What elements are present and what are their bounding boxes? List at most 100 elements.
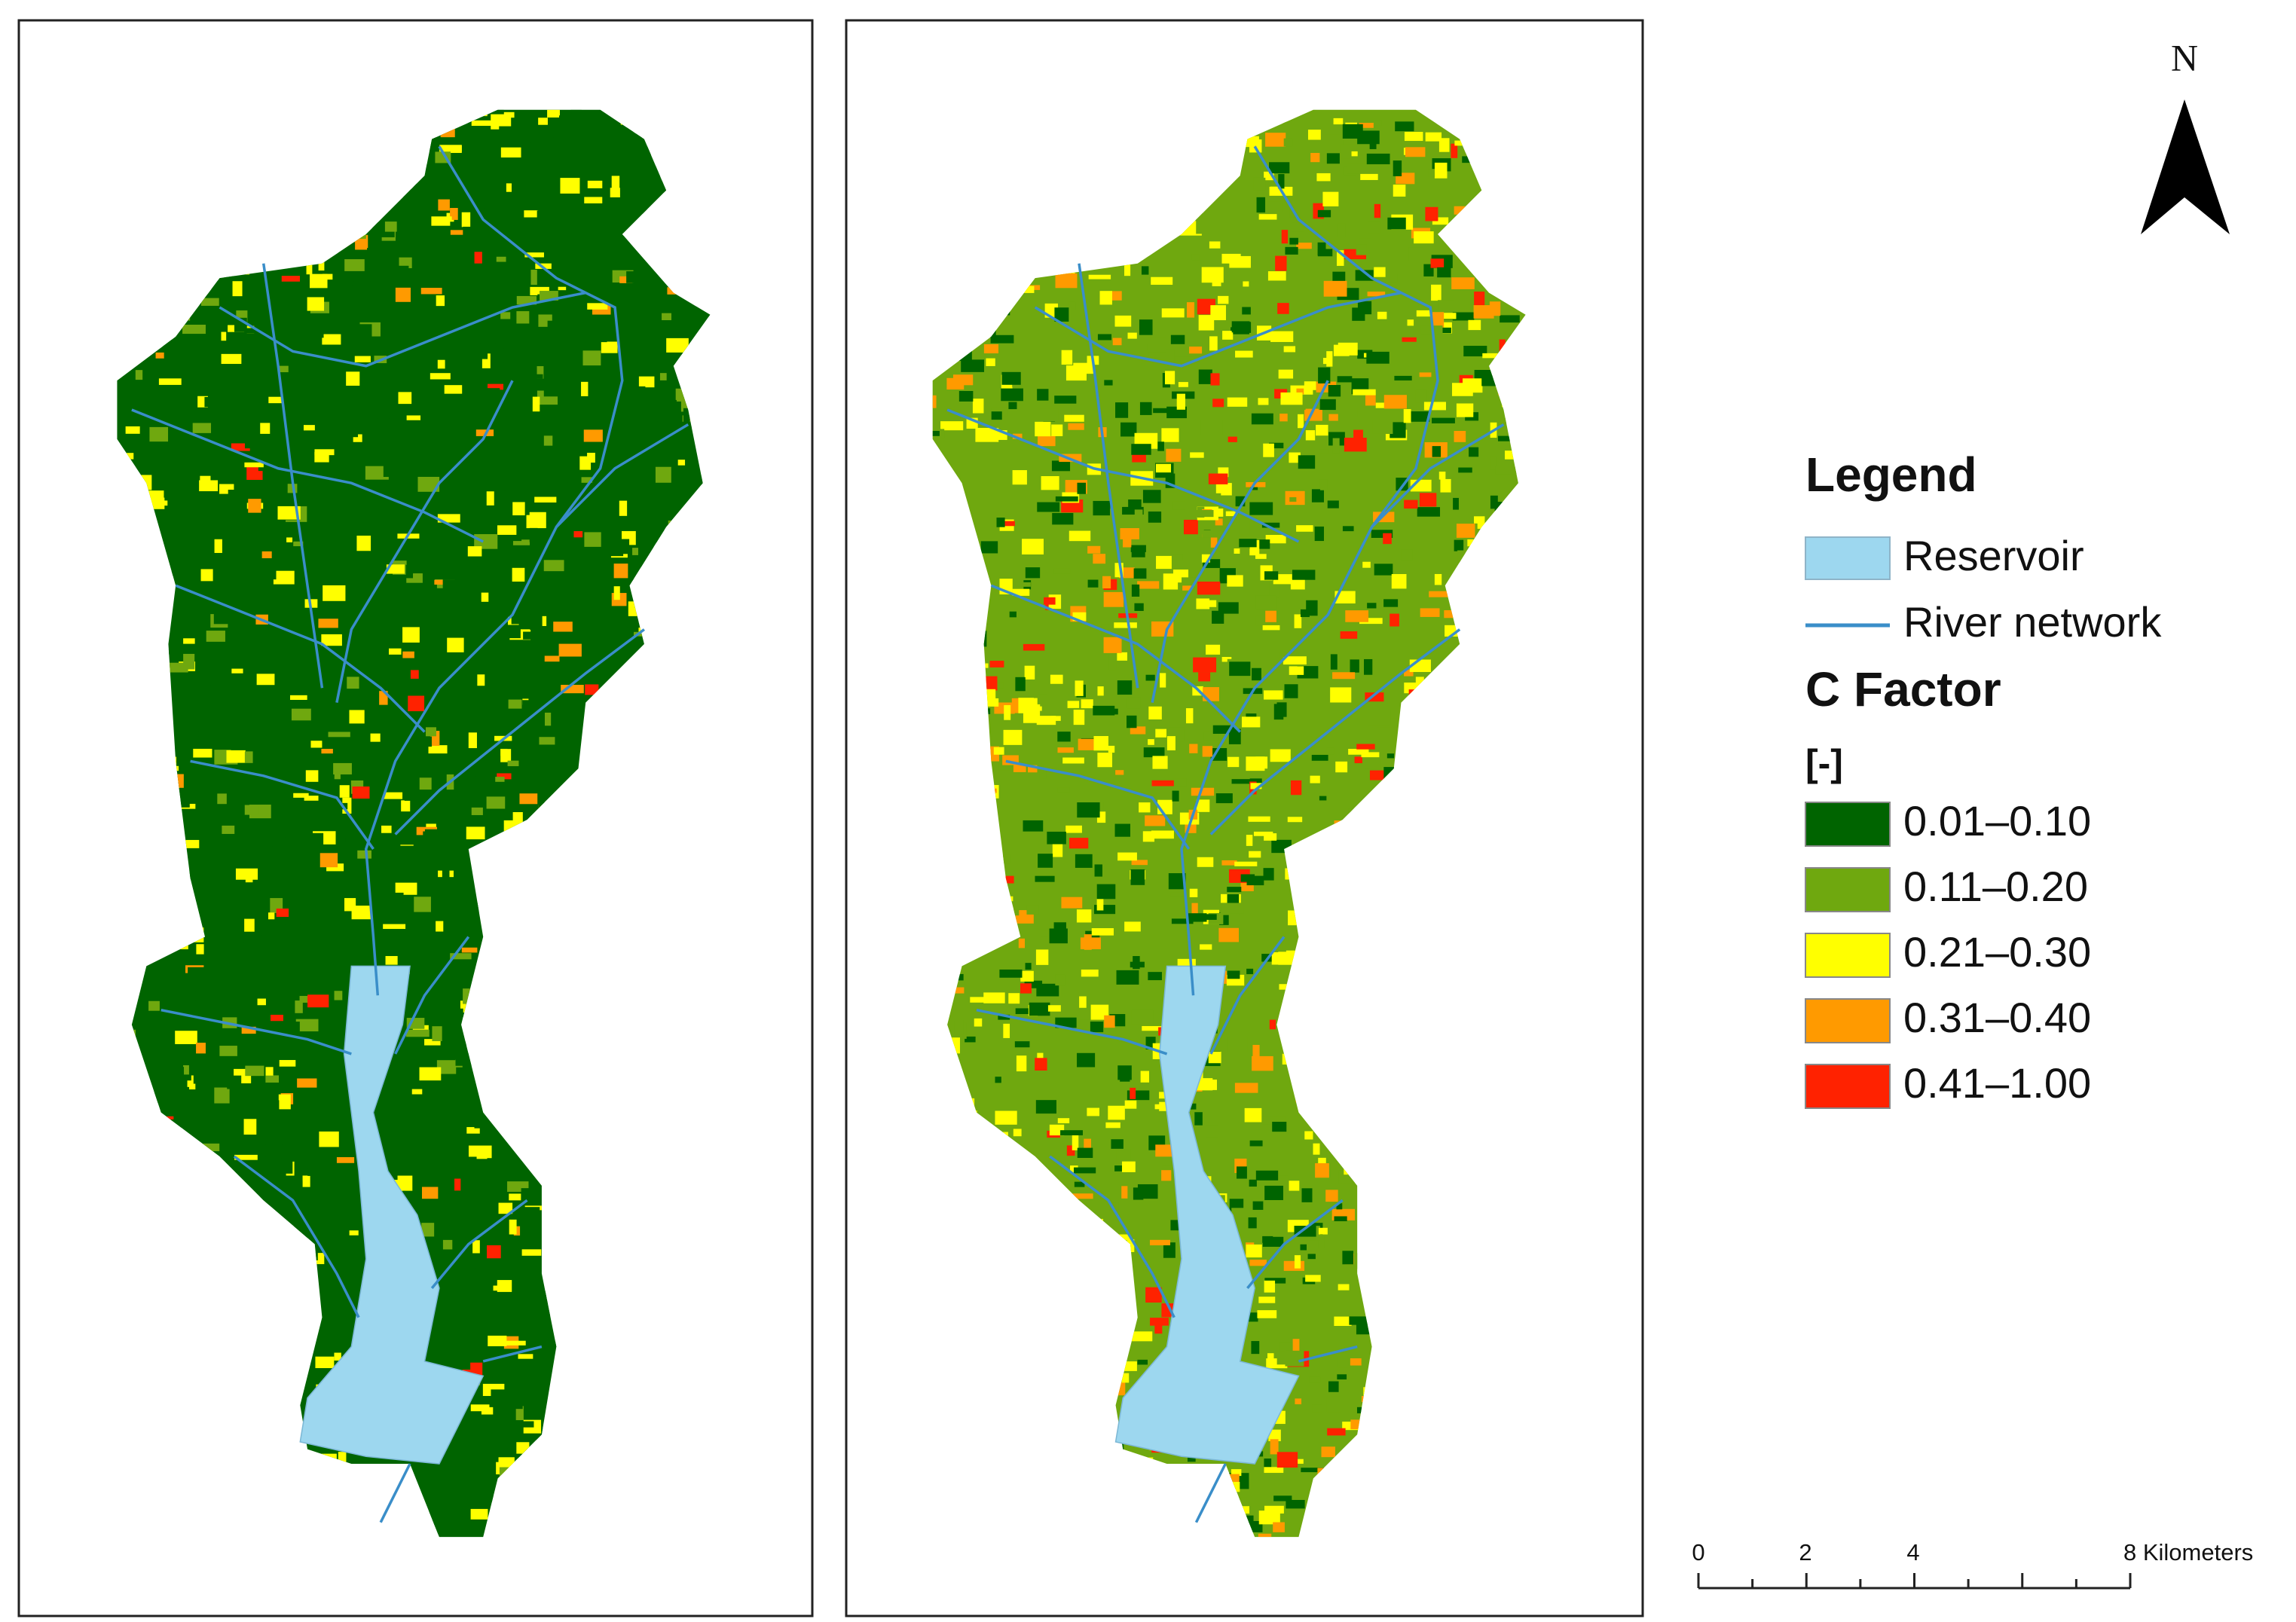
land-patch [189,158,199,170]
land-patch [932,860,943,872]
land-patch [577,1520,597,1526]
land-patch [334,1352,341,1361]
land-patch [935,319,956,325]
land-patch [1200,420,1223,435]
land-patch [524,970,545,976]
land-patch [707,865,711,872]
land-patch [306,753,319,764]
land-patch [417,1522,433,1527]
land-patch [1231,1208,1252,1219]
land-patch [656,658,675,668]
land-patch [157,1193,165,1209]
land-patch [1231,321,1250,333]
land-patch [587,402,603,411]
land-patch [1423,402,1446,411]
land-patch [246,849,262,863]
land-patch [1368,221,1381,234]
land-patch [1115,402,1129,418]
river [1005,759,1191,850]
land-patch [1409,1305,1431,1321]
land-patch [1218,927,1239,942]
land-patch [124,672,136,680]
land-patch [691,645,711,659]
land-patch [1432,1535,1452,1538]
land-patch [1310,1079,1319,1090]
land-patch [1073,1167,1096,1174]
land-patch [1463,1152,1472,1162]
land-patch [691,1506,711,1512]
river [1209,628,1461,835]
land-patch [1325,1190,1338,1202]
land-patch [1359,1098,1376,1112]
land-patch [295,1252,318,1261]
land-patch [1404,132,1423,142]
land-patch [1155,463,1172,473]
land-patch [1210,305,1226,321]
land-patch [662,1277,680,1286]
land-patch [405,906,416,922]
land-patch [560,1068,579,1084]
land-patch [229,1461,248,1468]
land-patch [471,807,483,815]
land-patch [1149,1239,1171,1245]
land-patch [606,283,622,289]
land-patch [1367,1152,1380,1159]
land-patch [1227,397,1248,407]
land-patch [1387,217,1406,230]
river [131,408,484,543]
land-patch [118,621,137,637]
land-patch [512,539,530,545]
land-patch [1484,845,1505,860]
land-patch [204,396,216,408]
land-patch [310,741,323,748]
land-patch [585,779,604,795]
land-patch [349,1263,365,1276]
land-patch [1408,1493,1432,1508]
land-patch [118,1257,138,1269]
land-patch [952,1508,961,1515]
land-patch [314,1488,323,1495]
land-patch [1509,182,1526,188]
land-patch [1337,376,1353,383]
land-patch [124,744,136,755]
land-patch [244,918,255,932]
land-patch [579,787,603,793]
land-patch [292,1181,303,1190]
land-patch [430,109,444,118]
land-patch [1412,974,1435,982]
land-patch [394,170,407,185]
land-patch [932,430,940,436]
land-patch [1193,657,1217,673]
land-patch [161,1067,185,1080]
land-patch [619,276,632,283]
land-patch [284,1509,300,1519]
land-patch [932,973,946,985]
land-patch [413,183,427,191]
land-patch [932,551,955,557]
land-patch [1361,1395,1377,1402]
land-patch [456,893,473,902]
land-patch [610,814,622,820]
land-patch [564,456,582,465]
land-patch [1486,921,1503,938]
land-patch [656,1467,668,1478]
land-patch [1251,1341,1260,1355]
land-patch [1429,787,1452,793]
land-patch [306,690,323,706]
land-patch [579,1200,589,1208]
land-patch [570,109,582,123]
land-patch [714,1238,726,1245]
land-patch [581,381,589,396]
land-patch [1425,942,1447,955]
land-patch [543,381,561,397]
land-patch [1209,241,1221,249]
land-patch [715,266,730,278]
north-label: N [2171,36,2198,78]
land-patch [324,1495,336,1501]
land-patch [142,490,164,505]
land-patch [1005,875,1014,884]
land-patch [307,1168,323,1176]
land-patch [965,883,974,889]
land-patch [592,906,599,912]
land-patch [1376,962,1383,967]
